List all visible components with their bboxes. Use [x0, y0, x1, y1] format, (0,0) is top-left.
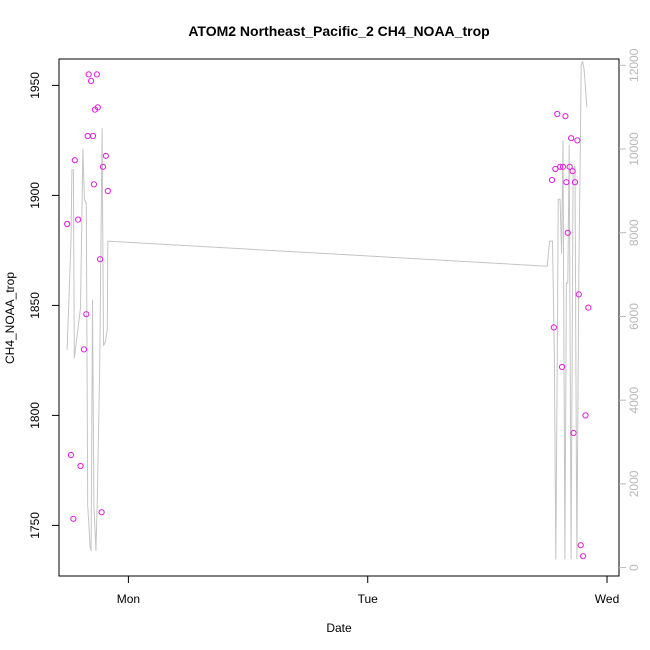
data-point: [89, 132, 97, 140]
data-point: [99, 163, 107, 170]
data-point: [67, 451, 75, 459]
y-axis: 1750 1800 1850 1900 1950: [28, 72, 59, 539]
data-point: [569, 168, 576, 175]
data-point: [71, 157, 78, 164]
y2-tick-label: 12000: [627, 48, 641, 82]
data-point: [85, 71, 92, 78]
data-point: [550, 324, 558, 331]
x-tick-label: Mon: [117, 592, 140, 606]
data-point: [575, 291, 582, 298]
data-point: [102, 152, 110, 159]
y-tick-label: 1900: [28, 182, 42, 209]
x-axis: Mon Tue Wed: [117, 576, 619, 606]
data-point: [566, 163, 573, 170]
plot-frame: [58, 58, 620, 577]
y-tick-label: 1750: [28, 512, 42, 539]
y2-tick-label: 6000: [627, 303, 641, 330]
y-tick-label: 1850: [28, 292, 42, 319]
x-tick-label: Tue: [358, 592, 379, 606]
data-point: [84, 132, 91, 140]
y-tick-label: 1800: [28, 402, 42, 429]
data-point: [568, 135, 575, 142]
data-point: [563, 179, 570, 186]
data-point: [64, 220, 71, 228]
data-point: [97, 256, 104, 263]
y2-tick-label: 4000: [627, 387, 641, 414]
chart-title: ATOM2 Northeast_Pacific_2 CH4_NOAA_trop: [188, 23, 489, 39]
data-point: [548, 176, 556, 184]
y-axis-label: CH4_NOAA_trop: [3, 272, 17, 364]
data-point: [80, 346, 87, 353]
data-point: [564, 229, 571, 236]
line-series: [66, 60, 588, 560]
data-point: [87, 77, 95, 85]
point-series: [64, 71, 592, 560]
data-point: [83, 311, 90, 318]
x-axis-label: Date: [326, 621, 352, 635]
data-point: [570, 429, 577, 437]
data-point: [77, 462, 84, 470]
series-line: [66, 60, 588, 560]
data-point: [93, 71, 100, 78]
data-point: [580, 553, 587, 560]
data-point: [557, 163, 564, 170]
data-point: [98, 509, 105, 516]
data-point: [558, 363, 566, 371]
x-tick-label: Wed: [595, 592, 619, 606]
data-point: [577, 542, 584, 549]
data-point: [571, 179, 579, 186]
data-point: [554, 110, 561, 118]
data-point: [585, 304, 592, 311]
y-tick-label: 1950: [28, 72, 42, 99]
data-point: [90, 181, 98, 188]
y2-tick-label: 10000: [627, 132, 641, 166]
y2-tick-label: 2000: [627, 470, 641, 497]
data-point: [552, 165, 559, 173]
y2-axis: 0 2000 4000 6000 8000 10000 12000: [619, 48, 641, 571]
data-point: [75, 216, 82, 223]
data-point: [559, 163, 567, 170]
data-point: [562, 113, 569, 120]
data-point: [94, 104, 101, 111]
data-point: [574, 137, 581, 144]
data-point: [104, 187, 111, 195]
data-point: [70, 515, 77, 522]
y2-tick-label: 0: [627, 564, 641, 571]
y2-tick-label: 8000: [627, 219, 641, 246]
data-point: [582, 412, 589, 419]
